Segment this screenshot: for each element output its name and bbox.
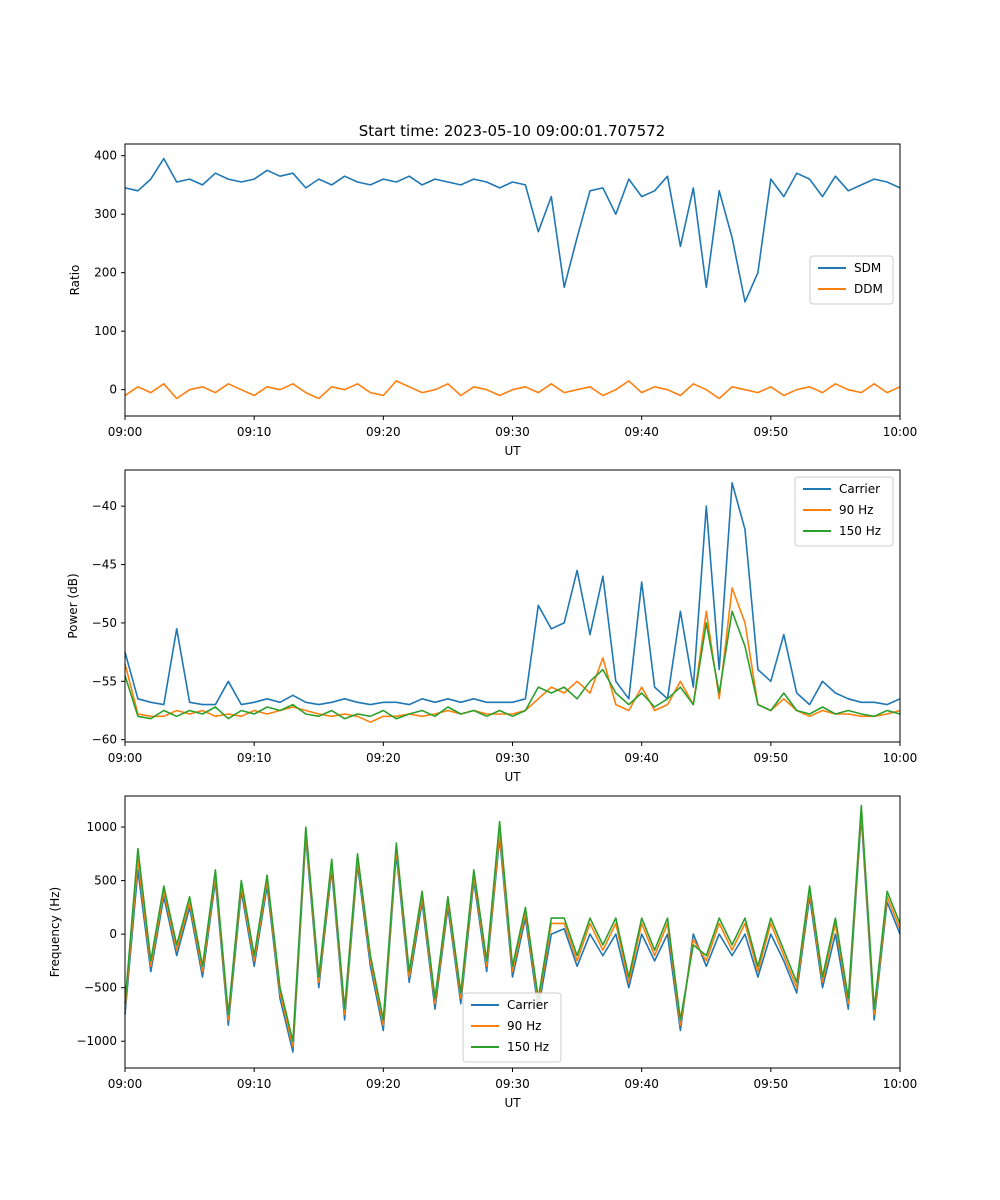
ratio-chart-xtick-label-2: 09:20	[366, 425, 401, 439]
power-chart-ytick-label-4: −40	[92, 499, 117, 513]
power-chart-ytick-label-3: −45	[92, 558, 117, 572]
ratio-chart-ylabel: Ratio	[68, 265, 82, 296]
frequency-chart-xtick-label-5: 09:50	[754, 1077, 789, 1091]
ratio-chart-legend-label-1: DDM	[854, 282, 883, 296]
power-chart-series-2	[124, 610, 901, 720]
frequency-chart-xtick-label-6: 10:00	[883, 1077, 918, 1091]
frequency-chart-series-1	[124, 810, 901, 1048]
ratio-chart-xtick-label-5: 09:50	[754, 425, 789, 439]
power-chart-ylabel: Power (dB)	[66, 573, 80, 638]
power-chart-legend-box	[794, 476, 894, 547]
frequency-chart-xtick-label-2: 09:20	[366, 1077, 401, 1091]
frequency-chart-series-2	[124, 804, 901, 1042]
power-chart: 09:00 09:10 09:20 09:30 09:40 09:50 10:00 −60 −5…	[66, 469, 918, 784]
frequency-chart-ytick-label-3: 500	[94, 874, 117, 888]
ratio-chart-legend-label-0: SDM	[854, 261, 881, 275]
frequency-chart-ytick-label-4: 1000	[86, 820, 117, 834]
ratio-chart-ytick-label-2: 200	[94, 266, 117, 280]
ratio-chart-xtick-label-6: 10:00	[883, 425, 918, 439]
ratio-chart-ytick-label-1: 100	[94, 324, 117, 338]
frequency-chart-ytick-label-0: −1000	[76, 1034, 117, 1048]
power-chart-xtick-label-5: 09:50	[754, 751, 789, 765]
power-chart-legend-label-1: 90 Hz	[839, 503, 873, 517]
frequency-chart-series-0	[124, 815, 901, 1053]
frequency-chart-ytick-label-2: 0	[109, 927, 117, 941]
frequency-chart-legend-label-2: 150 Hz	[507, 1040, 549, 1054]
ratio-chart-series-0	[124, 157, 901, 303]
power-chart-ytick-label-2: −50	[92, 616, 117, 630]
power-chart-xtick-label-3: 09:30	[495, 751, 530, 765]
frequency-chart-legend-label-1: 90 Hz	[507, 1019, 541, 1033]
frequency-chart-legend-label-0: Carrier	[507, 998, 548, 1012]
power-chart-ytick-label-1: −55	[92, 674, 117, 688]
ratio-chart-legend: SDM DDM	[809, 255, 894, 305]
power-chart-series-0	[124, 481, 901, 706]
power-chart-legend-label-2: 150 Hz	[839, 524, 881, 538]
frequency-chart-xtick-label-1: 09:10	[237, 1077, 272, 1091]
frequency-chart: 09:00 09:10 09:20 09:30 09:40 09:50 10:00 −1000…	[48, 795, 918, 1110]
ratio-chart-ytick-label-4: 400	[94, 149, 117, 163]
power-chart-xtick-label-6: 10:00	[883, 751, 918, 765]
frequency-chart-legend: Carrier 90 Hz 150 Hz	[462, 992, 562, 1063]
ratio-chart-ytick-label-0: 0	[109, 383, 117, 397]
ratio-chart-xtick-label-3: 09:30	[495, 425, 530, 439]
power-chart-xtick-label-4: 09:40	[624, 751, 659, 765]
ratio-chart-series-1	[124, 380, 901, 400]
power-chart-legend-label-0: Carrier	[839, 482, 880, 496]
frequency-chart-legend-box	[462, 992, 562, 1063]
frequency-chart-xtick-label-3: 09:30	[495, 1077, 530, 1091]
power-chart-legend: Carrier 90 Hz 150 Hz	[794, 476, 894, 547]
power-chart-xtick-label-0: 09:00	[108, 751, 143, 765]
figure-title: Start time: 2023-05-10 09:00:01.707572	[359, 122, 665, 140]
frequency-chart-xlabel: UT	[504, 1096, 521, 1110]
frequency-chart-ylabel: Frequency (Hz)	[48, 887, 62, 978]
power-chart-ytick-label-0: −60	[92, 733, 117, 747]
frequency-chart-ytick-label-1: −500	[84, 981, 117, 995]
ratio-chart-xtick-label-1: 09:10	[237, 425, 272, 439]
power-chart-xtick-label-1: 09:10	[237, 751, 272, 765]
ratio-chart-xtick-label-4: 09:40	[624, 425, 659, 439]
power-chart-xtick-label-2: 09:20	[366, 751, 401, 765]
ratio-chart-ytick-label-3: 300	[94, 207, 117, 221]
frequency-chart-xtick-label-0: 09:00	[108, 1077, 143, 1091]
ratio-chart: 09:00 09:10 09:20 09:30 09:40 09:50 10:00 0 100 2…	[68, 143, 918, 458]
frequency-chart-xtick-label-4: 09:40	[624, 1077, 659, 1091]
ratio-chart-xlabel: UT	[504, 444, 521, 458]
power-chart-xlabel: UT	[504, 770, 521, 784]
ratio-chart-xtick-label-0: 09:00	[108, 425, 143, 439]
